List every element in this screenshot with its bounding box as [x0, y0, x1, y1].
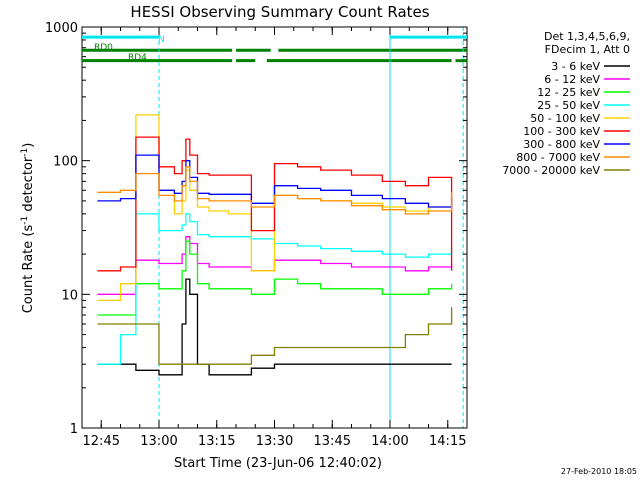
y-tick-label-3: 1000: [45, 21, 78, 36]
series-line-1: [97, 236, 453, 295]
y-axis-ticks: 1 10 100 1000: [45, 21, 467, 437]
series-line-8: [97, 307, 453, 365]
series-line-2: [97, 240, 453, 316]
legend-label-3: 25 - 50 keV: [537, 99, 600, 112]
legend-label-7: 800 - 7000 keV: [516, 151, 600, 164]
series-lines: [97, 114, 453, 376]
x-tick-label-4: 13:45: [314, 434, 351, 449]
legend: Det 1,3,4,5,6,9, FDecim 1, Att 0 3 - 6 k…: [502, 30, 630, 177]
legend-label-5: 100 - 300 keV: [523, 125, 600, 138]
x-axis-ticks: 12:45 13:00 13:15 13:30 13:45 14:00 14:15: [81, 27, 468, 449]
y-axis-label-main: Count Rate (s: [21, 225, 36, 314]
flag-label-rd0: RD0: [94, 43, 113, 53]
legend-label-6: 300 - 800 keV: [523, 138, 600, 151]
y-axis-label: Count Rate (s-1 detector-1): [20, 143, 36, 314]
x-tick-label-3: 13:30: [256, 434, 293, 449]
legend-label-1: 6 - 12 keV: [544, 73, 600, 86]
series-line-3: [97, 213, 453, 365]
legend-label-8: 7000 - 20000 keV: [502, 164, 600, 177]
series-line-6: [97, 154, 453, 208]
x-tick-label-1: 13:00: [140, 434, 177, 449]
flag-label-rd4: RD4: [128, 53, 147, 63]
legend-label-0: 3 - 6 keV: [551, 60, 600, 73]
x-tick-label-2: 13:15: [198, 434, 235, 449]
series-line-7: [97, 166, 453, 215]
x-axis-label: Start Time (23-Jun-06 12:40:02): [174, 456, 382, 471]
legend-label-4: 50 - 100 keV: [530, 112, 600, 125]
flag-bars: [82, 35, 467, 63]
legend-header-line1: Det 1,3,4,5,6,9,: [544, 30, 630, 43]
x-tick-label-6: 14:15: [429, 434, 466, 449]
vertical-markers: [158, 27, 464, 428]
y-axis-label-mid: detector: [21, 156, 36, 216]
y-axis-label-sup2: -1: [20, 148, 30, 157]
legend-label-2: 12 - 25 keV: [537, 86, 600, 99]
y-axis-label-sup1: -1: [20, 216, 30, 225]
x-tick-label-5: 14:00: [371, 434, 408, 449]
chart-title: HESSI Observing Summary Count Rates: [130, 3, 429, 21]
y-tick-label-0: 1: [70, 422, 78, 437]
legend-header-line2: FDecim 1, Att 0: [545, 43, 630, 56]
timestamp: 27-Feb-2010 18:05: [561, 467, 637, 476]
series-line-5: [97, 136, 453, 272]
flag-label-n: N: [158, 35, 165, 45]
y-tick-label-1: 10: [61, 288, 78, 303]
y-tick-label-2: 100: [53, 155, 78, 170]
y-axis-label-end: ): [21, 143, 36, 148]
x-tick-label-0: 12:45: [83, 434, 120, 449]
